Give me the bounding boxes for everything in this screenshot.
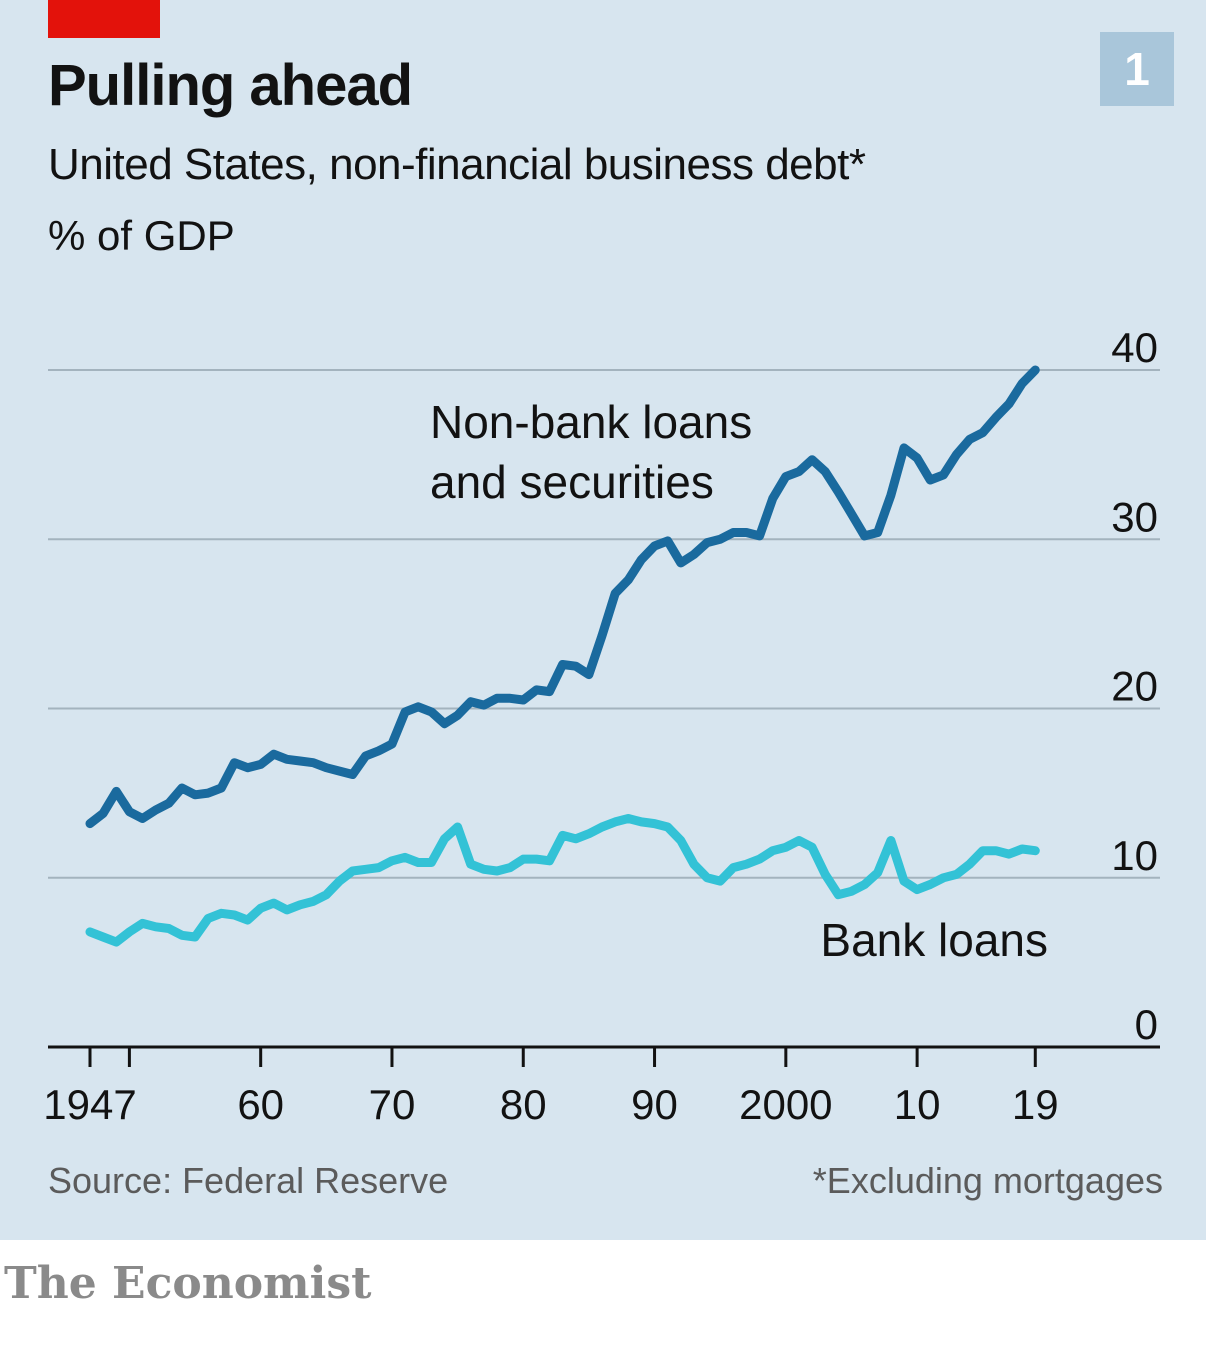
y-tick-label-30: 30 (1111, 493, 1158, 540)
series-line-bank (85, 814, 1040, 947)
y-tick-label-0: 0 (1135, 1001, 1158, 1048)
chart-subtitle: United States, non-financial business de… (48, 140, 866, 189)
chart-title: Pulling ahead (48, 53, 413, 118)
publisher-logo: The Economist (4, 1258, 372, 1309)
line-chart: 0 10 20 30 40 1947 60 70 80 90 2000 10 19 Non-bank lo… (43, 324, 1160, 1128)
x-tick-label-2010: 10 (894, 1081, 941, 1128)
source-note: Source: Federal Reserve (48, 1160, 449, 1201)
series-line-nonbank (85, 365, 1040, 829)
series-lines (85, 365, 1040, 947)
y-tick-label-20: 20 (1111, 663, 1158, 710)
x-tick-label-1980: 80 (500, 1081, 547, 1128)
x-tick-label-1990: 90 (631, 1081, 678, 1128)
chart-labels: 0 10 20 30 40 1947 60 70 80 90 2000 10 19 Non-bank lo… (43, 324, 1158, 1128)
brand-red-tag (48, 0, 160, 38)
y-tick-label-10: 10 (1111, 832, 1158, 879)
gridlines (48, 369, 1160, 879)
x-tick-label-1960: 60 (237, 1081, 284, 1128)
unit-label: % of GDP (48, 212, 235, 259)
x-tick-label-1970: 70 (369, 1081, 416, 1128)
series-label-nonbank-1: and securities (430, 456, 714, 508)
series-label-nonbank-0: Non-bank loans (430, 396, 752, 448)
x-tick-label-2019: 19 (1012, 1081, 1059, 1128)
x-tick-label-2000: 2000 (739, 1081, 832, 1128)
series-label-bank-0: Bank loans (820, 914, 1048, 966)
footnote: *Excluding mortgages (812, 1160, 1163, 1201)
chart-number-badge: 1 (1100, 32, 1174, 106)
y-tick-label-40: 40 (1111, 324, 1158, 371)
x-axis (48, 1045, 1160, 1067)
x-tick-label-1947: 1947 (43, 1081, 136, 1128)
